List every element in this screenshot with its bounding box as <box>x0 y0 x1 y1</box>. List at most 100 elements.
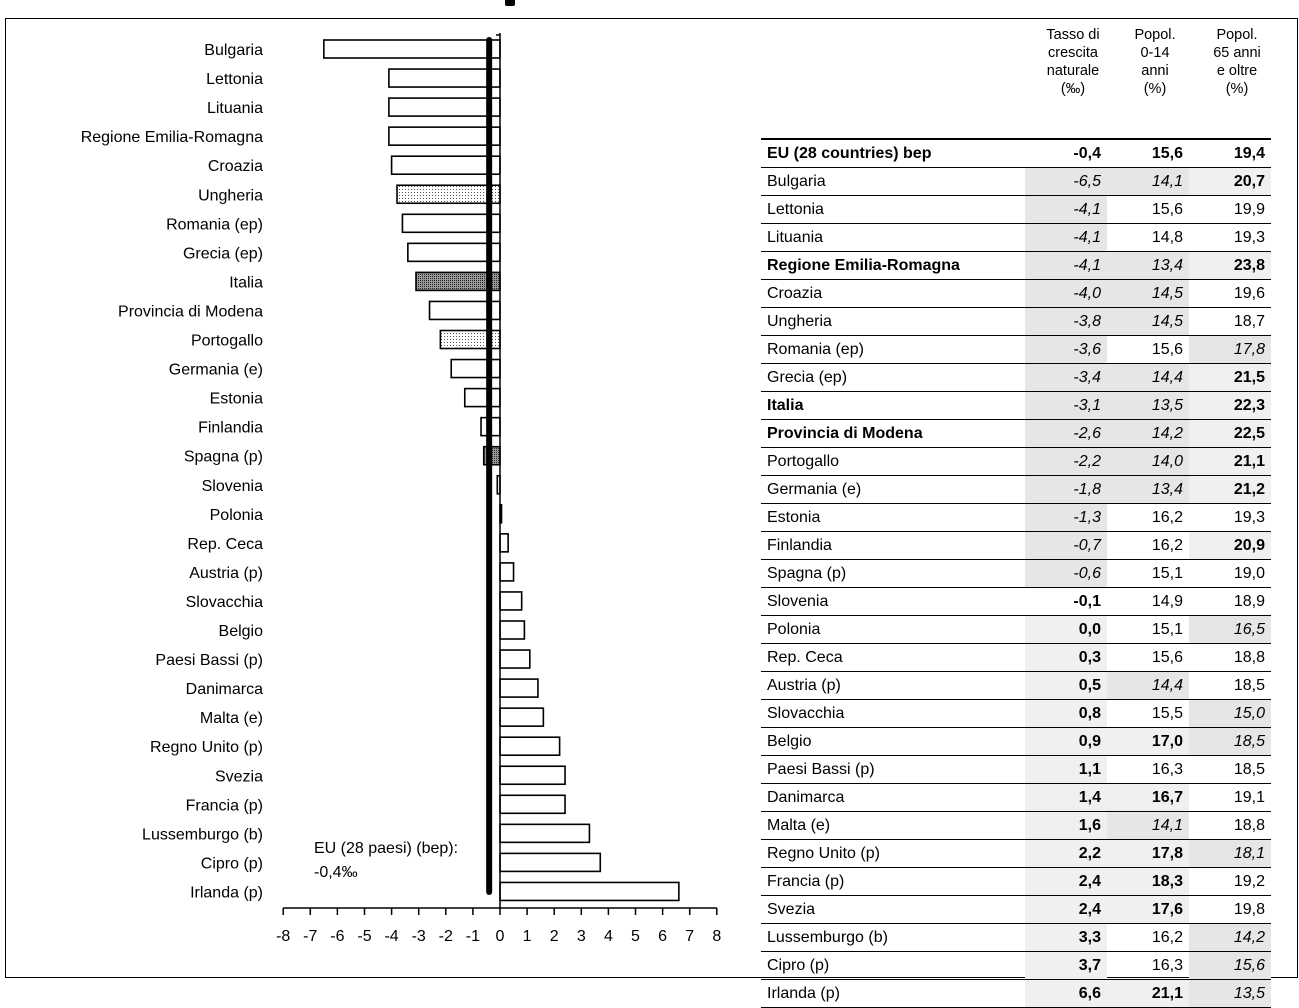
value-cell: 20,7 <box>1189 167 1271 196</box>
value-cell: -2,6 <box>1025 419 1107 448</box>
category-label: Belgio <box>219 623 264 640</box>
country-name-cell: Regno Unito (p) <box>761 839 1025 868</box>
bar <box>499 533 509 553</box>
value-cell: -2,2 <box>1025 447 1107 476</box>
table-row: Polonia 0,0 15,1 16,5 <box>761 615 1271 644</box>
value-cell: 19,1 <box>1189 783 1271 812</box>
title-fragment <box>505 0 535 6</box>
x-tick-label: -8 <box>276 928 290 945</box>
value-cell: 22,3 <box>1189 391 1271 420</box>
data-table-body: EU (28 countries) bep -0,4 15,6 19,4 Bulgari… <box>761 138 1271 1008</box>
bars <box>323 39 680 902</box>
bar <box>499 649 531 669</box>
value-cell: 15,1 <box>1107 559 1189 588</box>
bar <box>499 591 523 611</box>
header-growth-rate: Tasso di crescita naturale (‰) <box>1046 27 1100 97</box>
table-row: Provincia di Modena -2,6 14,2 22,5 <box>761 419 1271 448</box>
value-cell: 16,3 <box>1107 755 1189 784</box>
value-cell: -4,1 <box>1025 251 1107 280</box>
value-cell: 2,2 <box>1025 839 1107 868</box>
value-cell: 13,4 <box>1107 475 1189 504</box>
value-cell: 13,5 <box>1189 979 1271 1008</box>
table-row: Lussemburgo (b) 3,3 16,2 14,2 <box>761 923 1271 952</box>
category-label: Bulgaria <box>204 42 263 59</box>
country-name-cell: Lettonia <box>761 195 1025 224</box>
category-label: Danimarca <box>186 681 263 698</box>
value-cell: 16,2 <box>1107 503 1189 532</box>
value-cell: -0,4 <box>1025 138 1107 168</box>
table-row: Estonia -1,3 16,2 19,3 <box>761 503 1271 532</box>
bar <box>396 184 501 205</box>
value-cell: 21,2 <box>1189 475 1271 504</box>
category-label: Italia <box>229 274 263 291</box>
value-cell: 14,2 <box>1107 419 1189 448</box>
eu-annotation-line1: EU (28 paesi) (bep): <box>314 840 458 857</box>
table-row: Italia -3,1 13,5 22,3 <box>761 391 1271 420</box>
country-name-cell: Croazia <box>761 279 1025 308</box>
category-label: Spagna (p) <box>184 449 263 466</box>
category-label: Lettonia <box>206 71 263 88</box>
table-row: Svezia 2,4 17,6 19,8 <box>761 895 1271 924</box>
value-cell: 23,8 <box>1189 251 1271 280</box>
value-cell: 17,8 <box>1189 335 1271 364</box>
value-cell: -0,7 <box>1025 531 1107 560</box>
table-row: Regione Emilia-Romagna -4,1 13,4 23,8 <box>761 251 1271 280</box>
country-name-cell: Lituania <box>761 223 1025 252</box>
country-name-cell: Irlanda (p) <box>761 979 1025 1008</box>
value-cell: -3,6 <box>1025 335 1107 364</box>
value-cell: 19,2 <box>1189 867 1271 896</box>
value-cell: 15,6 <box>1107 643 1189 672</box>
header-pop-0-14: Popol. 0-14 anni (%) <box>1134 27 1176 97</box>
value-cell: 14,4 <box>1107 671 1189 700</box>
category-label: Portogallo <box>191 333 263 350</box>
value-cell: 15,6 <box>1189 951 1271 980</box>
category-label: Lituania <box>207 100 263 117</box>
country-name-cell: Rep. Ceca <box>761 643 1025 672</box>
value-cell: 15,6 <box>1107 138 1189 168</box>
table-row: Spagna (p) -0,6 15,1 19,0 <box>761 559 1271 588</box>
country-name-cell: Portogallo <box>761 447 1025 476</box>
category-label: Svezia <box>215 768 263 785</box>
x-tick-label: 4 <box>604 928 613 945</box>
country-name-cell: Slovacchia <box>761 699 1025 728</box>
value-cell: 18,5 <box>1189 727 1271 756</box>
value-cell: 18,5 <box>1189 755 1271 784</box>
category-label: Cipro (p) <box>201 855 263 872</box>
value-cell: 20,9 <box>1189 531 1271 560</box>
value-cell: 17,0 <box>1107 727 1189 756</box>
value-cell: -6,5 <box>1025 167 1107 196</box>
value-cell: 19,3 <box>1189 223 1271 252</box>
value-cell: 14,1 <box>1107 167 1189 196</box>
country-name-cell: Romania (ep) <box>761 335 1025 364</box>
category-label: Malta (e) <box>200 710 263 727</box>
table-row: Regno Unito (p) 2,2 17,8 18,1 <box>761 839 1271 868</box>
value-cell: 21,5 <box>1189 363 1271 392</box>
x-tick-label: -4 <box>384 928 398 945</box>
value-cell: 1,1 <box>1025 755 1107 784</box>
value-cell: 19,3 <box>1189 503 1271 532</box>
value-cell: 0,5 <box>1025 671 1107 700</box>
table-row: Belgio 0,9 17,0 18,5 <box>761 727 1271 756</box>
table-row: Cipro (p) 3,7 16,3 15,6 <box>761 951 1271 980</box>
country-name-cell: Ungheria <box>761 307 1025 336</box>
value-cell: 18,5 <box>1189 671 1271 700</box>
value-cell: -0,6 <box>1025 559 1107 588</box>
country-name-cell: Germania (e) <box>761 475 1025 504</box>
country-name-cell: Cipro (p) <box>761 951 1025 980</box>
table-row: Francia (p) 2,4 18,3 19,2 <box>761 867 1271 896</box>
country-name-cell: Bulgaria <box>761 167 1025 196</box>
category-label: Rep. Ceca <box>187 536 263 553</box>
category-label: Lussemburgo (b) <box>142 826 263 843</box>
country-name-cell: Lussemburgo (b) <box>761 923 1025 952</box>
value-cell: 15,6 <box>1107 195 1189 224</box>
table-row: Slovacchia 0,8 15,5 15,0 <box>761 699 1271 728</box>
country-name-cell: Malta (e) <box>761 811 1025 840</box>
x-tick-label: 7 <box>685 928 694 945</box>
country-name-cell: Paesi Bassi (p) <box>761 755 1025 784</box>
value-cell: 18,8 <box>1189 811 1271 840</box>
value-cell: 0,9 <box>1025 727 1107 756</box>
bar <box>499 881 680 902</box>
value-cell: 21,1 <box>1107 979 1189 1008</box>
x-tick-label: 6 <box>658 928 667 945</box>
value-cell: -3,4 <box>1025 363 1107 392</box>
